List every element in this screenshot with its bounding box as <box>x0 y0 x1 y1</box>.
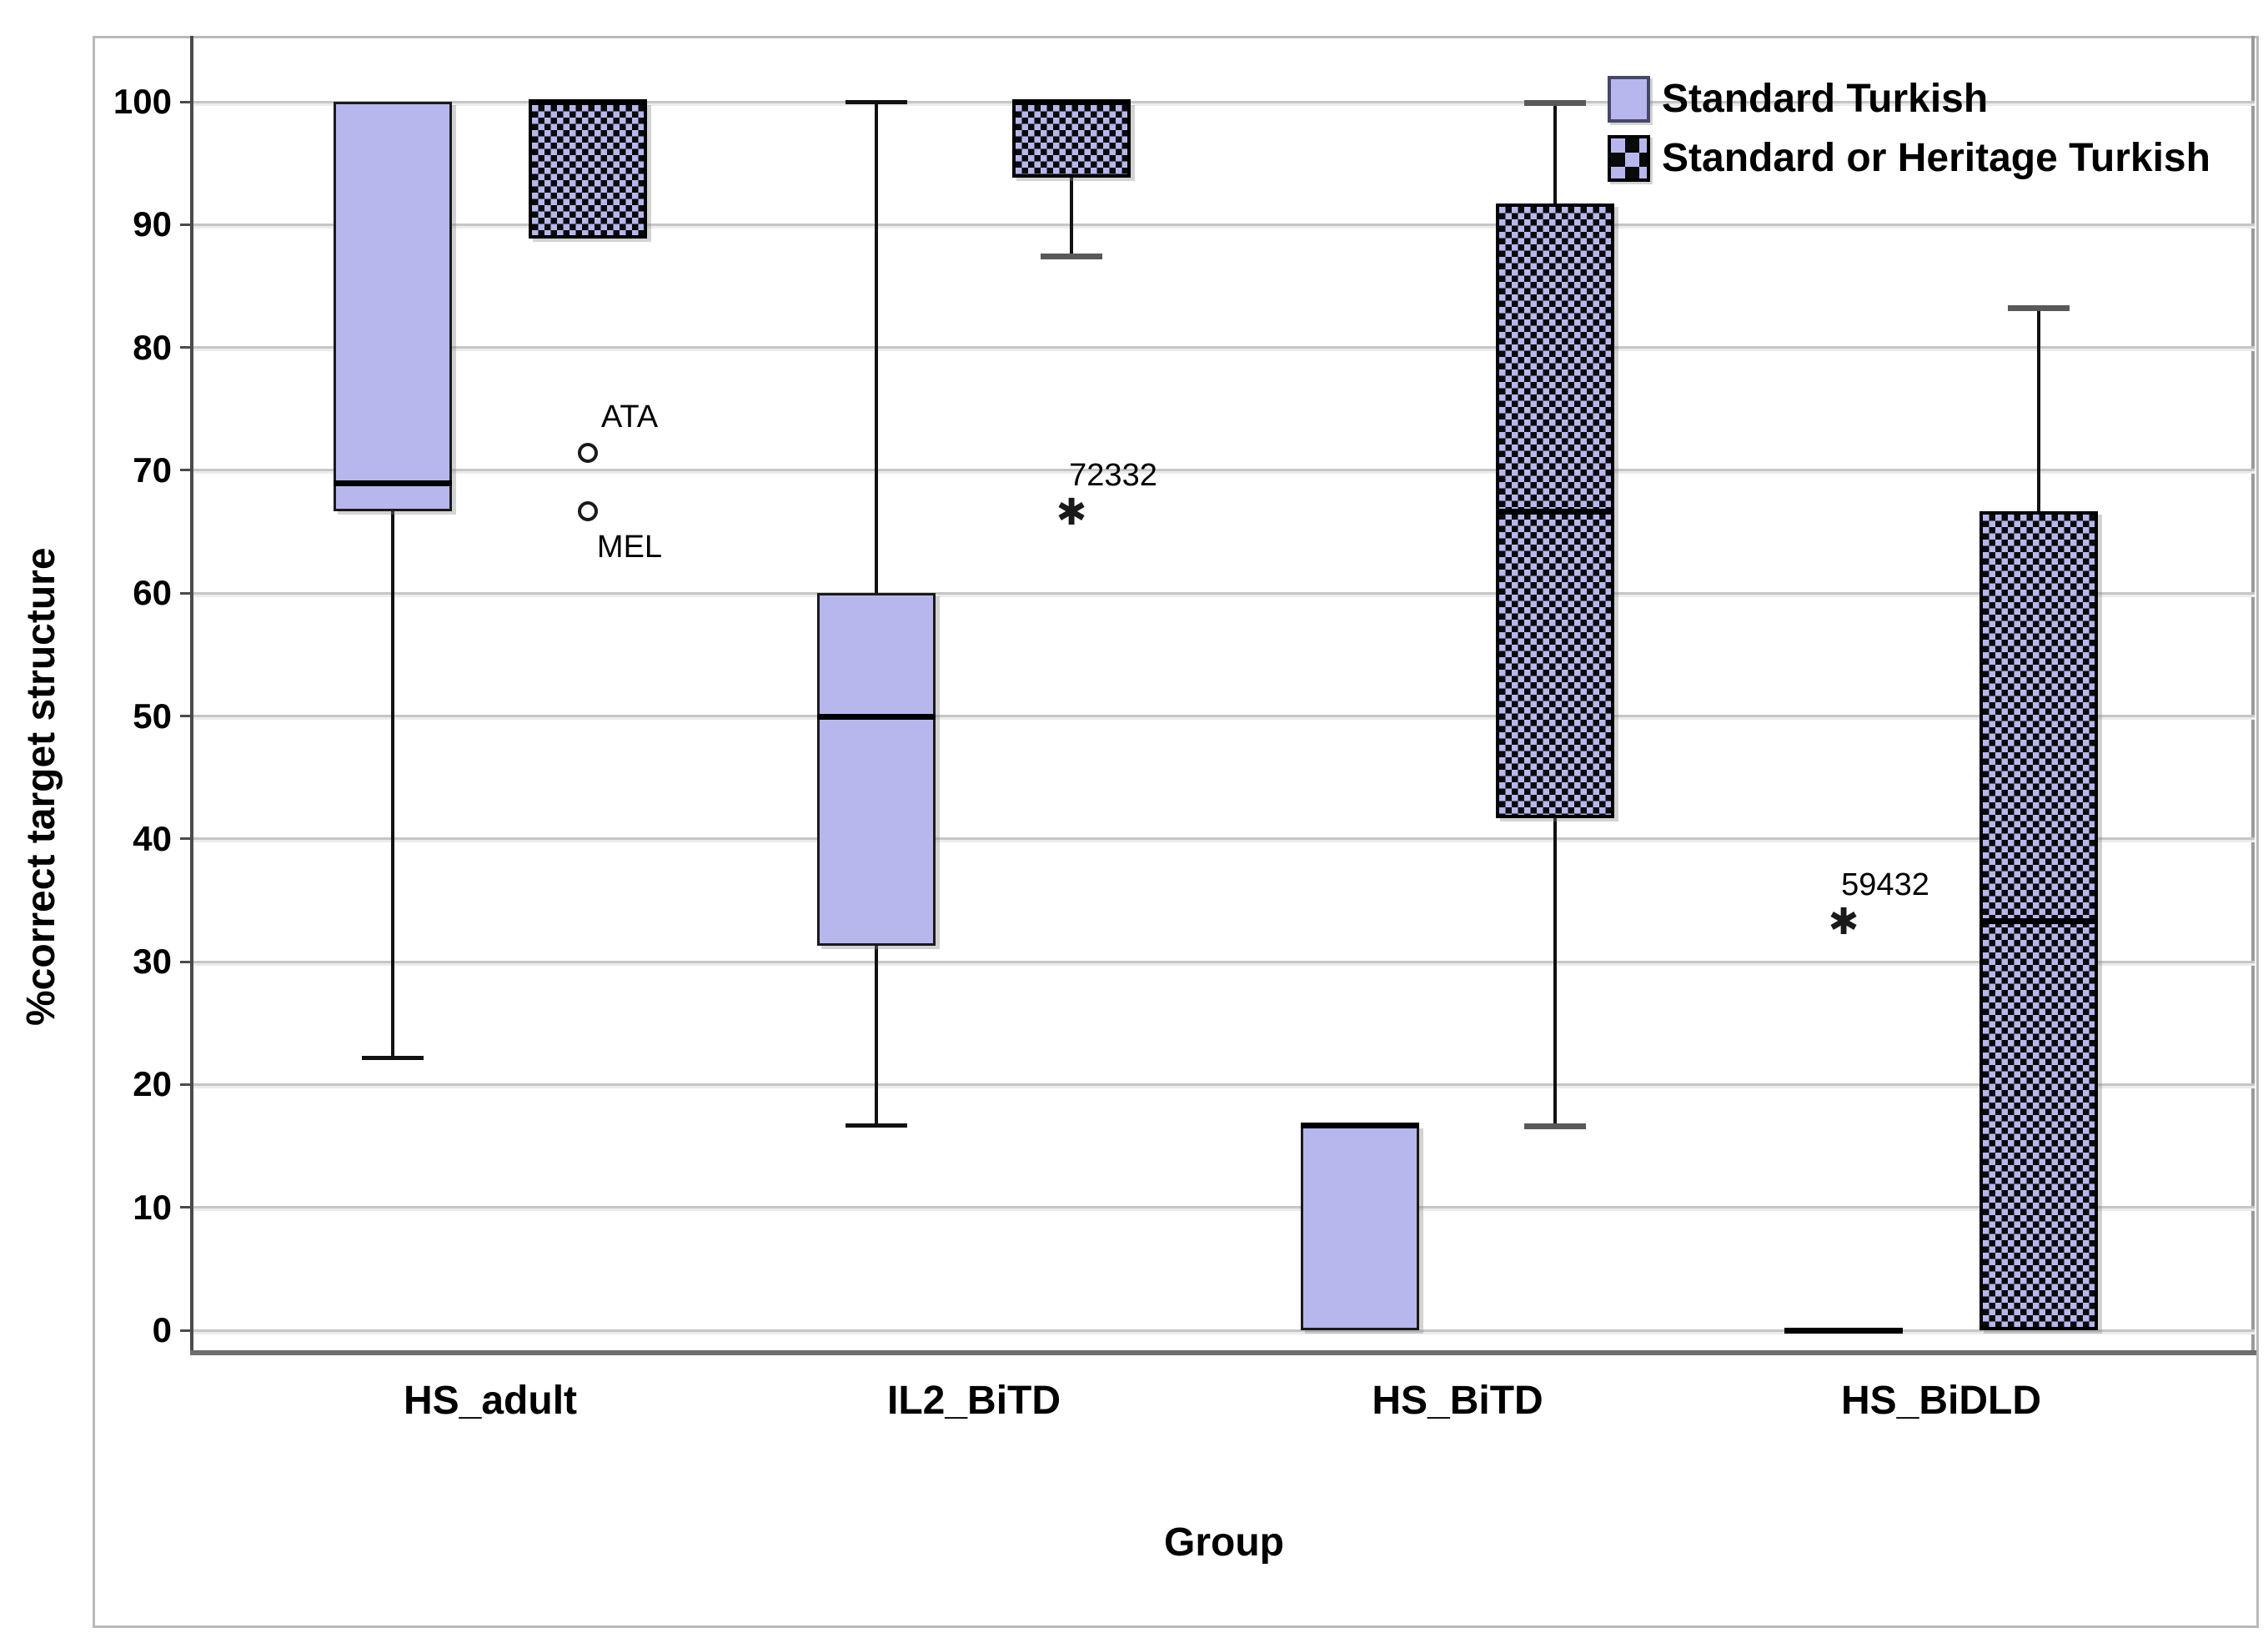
whisker-cap-low-solid-HS_adult <box>362 1055 424 1060</box>
x-axis-title: Group <box>1164 1520 1284 1565</box>
y-tick-mark <box>180 100 190 103</box>
gridline-y-40 <box>193 837 2255 841</box>
whisker-cap-low-checker-IL2_BiTD <box>1041 254 1102 260</box>
y-tick-mark <box>180 715 190 717</box>
gridline-y-30 <box>193 960 2255 963</box>
figure-border <box>93 36 2259 1628</box>
gridline-y-60 <box>193 591 2255 595</box>
legend-item-standard-turkish: Standard Turkish <box>1608 76 1988 123</box>
y-tick-label-50: 50 <box>133 696 172 736</box>
box-checker-IL2_BiTD <box>1012 102 1131 178</box>
y-tick-mark <box>180 1329 190 1332</box>
legend-swatch-solid-icon <box>1608 76 1650 123</box>
whisker-high-solid-IL2_BiTD <box>875 102 878 594</box>
y-tick-label-40: 40 <box>133 818 172 858</box>
legend-swatch-checker-icon <box>1608 135 1650 182</box>
x-tick-label-HS_BiDLD: HS_BiDLD <box>1840 1379 2042 1423</box>
y-tick-mark <box>180 346 190 349</box>
whisker-high-checker-HS_BiDLD <box>2037 306 2040 511</box>
outlier-marker-59432: ✱ <box>1828 901 1859 944</box>
y-tick-mark <box>180 1083 190 1086</box>
outlier-label-59432: 59432 <box>1841 867 1929 903</box>
x-tick-label-HS_BiTD: HS_BiTD <box>1372 1379 1543 1423</box>
y-tick-label-60: 60 <box>133 573 172 613</box>
axis-line-bottom <box>190 1350 2256 1355</box>
y-tick-mark <box>180 837 190 841</box>
y-axis-title: %correct target structure <box>19 547 63 1026</box>
y-tick-mark <box>180 469 190 472</box>
whisker-cap-low-solid-IL2_BiTD <box>845 1123 907 1128</box>
median-solid-HS_adult <box>334 480 452 486</box>
y-tick-mark <box>180 591 190 595</box>
y-tick-label-20: 20 <box>133 1064 172 1104</box>
legend-label: Standard or Heritage Turkish <box>1662 136 2210 180</box>
outlier-marker-MEL <box>578 500 598 521</box>
gridline-y-100 <box>193 100 2255 103</box>
gridline-y-70 <box>193 469 2255 472</box>
y-tick-label-90: 90 <box>133 204 172 244</box>
median-solid-HS_BiTD <box>1301 1123 1419 1128</box>
plot-area: ✱ 59432 ATA MEL ✱ 72332 Standard Turkish Stan… <box>190 36 2256 1355</box>
y-tick-label-0: 0 <box>152 1310 172 1349</box>
y-tick-label-100: 100 <box>113 82 172 121</box>
box-solid-HS_adult <box>334 102 452 511</box>
median-checker-HS_BiDLD <box>1979 918 2098 925</box>
y-tick-mark <box>180 1206 190 1209</box>
whisker-cap-high-solid-IL2_BiTD <box>845 100 907 104</box>
y-tick-mark <box>180 960 190 963</box>
whisker-cap-low-checker-HS_BiTD <box>1524 1123 1586 1129</box>
y-tick-label-10: 10 <box>133 1187 172 1227</box>
gridline-y-20 <box>193 1083 2255 1086</box>
y-tick-label-70: 70 <box>133 450 172 490</box>
y-tick-mark <box>180 223 190 226</box>
whisker-high-checker-HS_BiTD <box>1553 102 1557 204</box>
outlier-label-ATA: ATA <box>600 399 659 435</box>
median-checker-HS_adult <box>529 99 647 105</box>
median-solid-HS_BiDLD <box>1784 1328 1903 1334</box>
x-tick-label-HS_adult: HS_adult <box>403 1379 578 1423</box>
whisker-low-checker-HS_BiTD <box>1553 817 1557 1125</box>
gridline-y-80 <box>193 346 2255 349</box>
median-checker-IL2_BiTD <box>1012 99 1131 105</box>
axis-line-left <box>190 36 193 1351</box>
whisker-low-solid-HS_adult <box>391 510 394 1058</box>
gridline-y-10 <box>193 1206 2255 1209</box>
legend-label: Standard Turkish <box>1662 77 1989 121</box>
whisker-cap-high-checker-HS_BiDLD <box>2008 304 2070 311</box>
axis-line-right <box>2251 36 2255 1351</box>
median-checker-HS_BiTD <box>1496 508 1614 515</box>
whisker-cap-high-checker-HS_BiTD <box>1524 100 1586 106</box>
gridline-y-0 <box>193 1329 2255 1332</box>
outlier-marker-ATA <box>578 443 598 464</box>
outlier-label-MEL: MEL <box>596 529 663 565</box>
box-solid-IL2_BiTD <box>817 593 936 946</box>
y-tick-label-80: 80 <box>133 327 172 367</box>
gridline-y-90 <box>193 223 2255 226</box>
median-solid-IL2_BiTD <box>817 713 936 720</box>
box-checker-HS_adult <box>529 102 647 239</box>
outlier-label-72332: 72332 <box>1069 457 1157 493</box>
outlier-marker-72332: ✱ <box>1056 490 1087 534</box>
whisker-low-checker-IL2_BiTD <box>1070 178 1073 256</box>
gridline-y-50 <box>193 715 2255 717</box>
box-solid-HS_BiTD <box>1301 1125 1419 1330</box>
whisker-low-solid-IL2_BiTD <box>875 945 878 1125</box>
x-tick-label-IL2_BiTD: IL2_BiTD <box>886 1379 1061 1423</box>
legend-item-standard-or-heritage-turkish: Standard or Heritage Turkish <box>1608 135 2210 182</box>
y-tick-label-30: 30 <box>133 942 172 982</box>
